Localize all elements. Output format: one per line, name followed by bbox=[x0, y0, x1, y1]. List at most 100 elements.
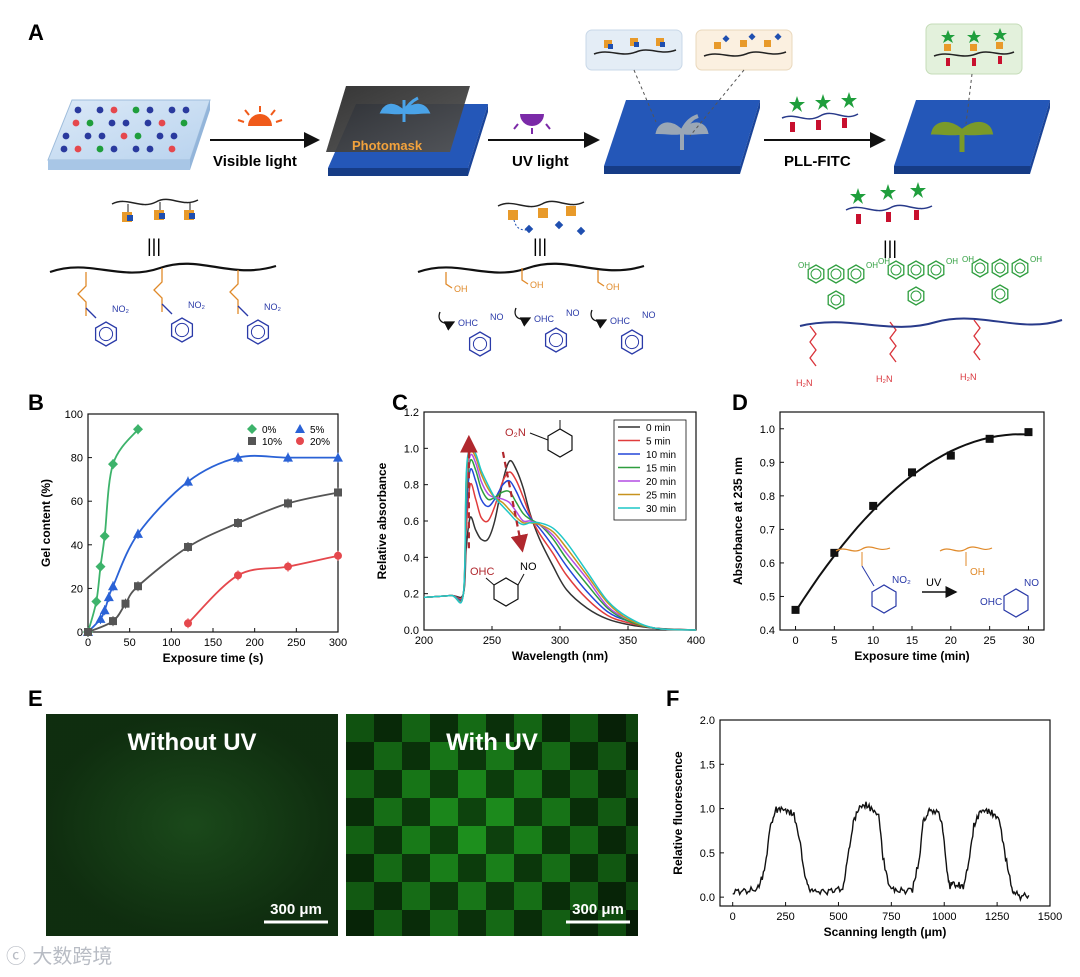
label-no2: NO₂ bbox=[264, 302, 282, 312]
monomer-dot bbox=[168, 145, 176, 153]
polymer-schematic-1 bbox=[111, 198, 199, 222]
label-h2n: H₂N bbox=[796, 378, 813, 388]
nitrobenzene-ring bbox=[250, 324, 266, 340]
checker-square bbox=[430, 854, 458, 882]
data-point-10% bbox=[284, 499, 292, 508]
inset-leader-3 bbox=[965, 73, 973, 125]
x-tick-label: 1500 bbox=[1038, 911, 1062, 923]
checker-square bbox=[458, 826, 486, 854]
xanthene-ring bbox=[991, 258, 1009, 278]
data-point-5% bbox=[333, 452, 343, 462]
label-fitc-oh: OH bbox=[866, 261, 878, 270]
ester-linker bbox=[229, 270, 239, 314]
monomer-dot bbox=[182, 106, 190, 114]
checker-square bbox=[430, 742, 458, 770]
nitrosobenzene-ring bbox=[548, 332, 564, 348]
checker-square bbox=[542, 742, 570, 770]
checker-square bbox=[374, 770, 402, 798]
x-tick-label: 300 bbox=[551, 635, 569, 647]
xanthene-ring-ring bbox=[830, 268, 842, 280]
x-tick-label: 1250 bbox=[985, 911, 1009, 923]
y-tick-label: 0.9 bbox=[760, 457, 775, 469]
x-tick-label: 400 bbox=[687, 635, 705, 647]
xanthene-ring-ring bbox=[890, 264, 902, 276]
monomer-dot bbox=[60, 145, 68, 153]
acid-linker bbox=[521, 268, 529, 285]
xanthene-ring bbox=[907, 260, 925, 280]
checker-square bbox=[346, 714, 374, 742]
x-axis-label: Exposure time (min) bbox=[854, 649, 969, 663]
legend-marker bbox=[295, 424, 305, 433]
data-point-5% bbox=[233, 452, 243, 462]
checker-square bbox=[570, 826, 598, 854]
step3-label: PLL-FITC bbox=[784, 153, 851, 170]
data-point bbox=[985, 434, 994, 443]
monomer-dot bbox=[158, 119, 166, 127]
checker-square bbox=[458, 742, 486, 770]
checker-square bbox=[626, 798, 638, 826]
data-point-5% bbox=[99, 605, 110, 615]
data-point-5% bbox=[183, 476, 193, 486]
x-tick-label: 15 bbox=[906, 635, 918, 647]
panel-label-d: D bbox=[732, 390, 748, 415]
data-point-0% bbox=[99, 531, 110, 542]
data-point-0% bbox=[133, 424, 143, 435]
monomer-dot bbox=[74, 106, 82, 114]
y-tick-label: 0.4 bbox=[760, 625, 775, 637]
checker-square bbox=[458, 798, 486, 826]
inset-after bbox=[695, 29, 793, 71]
panel-label-e: E bbox=[28, 686, 43, 711]
checker-square bbox=[598, 854, 626, 882]
ester-linker bbox=[77, 272, 87, 316]
legend-marker bbox=[296, 437, 304, 445]
y-tick-label: 0.6 bbox=[404, 516, 419, 528]
checker-square bbox=[430, 882, 458, 910]
y-tick-label: 0.0 bbox=[700, 892, 715, 904]
image-with-uv bbox=[346, 714, 638, 936]
xanthene-ring bbox=[971, 258, 989, 278]
legend-label: 10 min bbox=[646, 450, 676, 461]
label-fitc-oh: OH bbox=[946, 257, 958, 266]
backbone-2 bbox=[417, 262, 645, 274]
label-fitc-oh: OH bbox=[1030, 255, 1042, 264]
legend-label: 20 min bbox=[646, 477, 676, 488]
nitrobenzene bbox=[94, 321, 118, 347]
checker-square bbox=[430, 910, 458, 936]
e-left-label: Without UV bbox=[127, 729, 256, 756]
y-tick-label: 0.4 bbox=[404, 552, 419, 564]
y-tick-label: 60 bbox=[71, 496, 83, 508]
legend-label: 25 min bbox=[646, 491, 676, 502]
checker-square bbox=[514, 882, 542, 910]
checker-square bbox=[346, 742, 374, 770]
label-ho: OH bbox=[798, 261, 810, 270]
data-point-0% bbox=[108, 459, 118, 470]
checker-square bbox=[402, 826, 430, 854]
legend-label: 0 min bbox=[646, 423, 670, 434]
checker-square bbox=[570, 742, 598, 770]
pll-fitc-molecule-top bbox=[781, 92, 859, 132]
label-ohc: OHC bbox=[610, 316, 631, 326]
checker-square bbox=[514, 826, 542, 854]
c-nitro-benzene bbox=[529, 420, 573, 458]
checker-square bbox=[430, 798, 458, 826]
xanthene-ring bbox=[847, 264, 865, 284]
checker-square bbox=[430, 826, 458, 854]
checker-square bbox=[514, 742, 542, 770]
fitc-pll-structure bbox=[807, 258, 1029, 367]
data-point-10% bbox=[134, 582, 142, 591]
checker-square bbox=[402, 798, 430, 826]
ch2-bond bbox=[85, 307, 97, 319]
x-axis-label: Exposure time (s) bbox=[163, 651, 264, 665]
phthalide-ring bbox=[907, 286, 925, 306]
lysine-chain bbox=[809, 325, 817, 367]
checker-square bbox=[374, 882, 402, 910]
xanthene-ring-ring bbox=[974, 262, 986, 274]
y-tick-label: 0.5 bbox=[760, 591, 775, 603]
checker-square bbox=[486, 882, 514, 910]
legend-label: 5 min bbox=[646, 437, 670, 448]
x-axis-label: Wavelength (nm) bbox=[512, 649, 608, 663]
checker-square bbox=[542, 854, 570, 882]
e-scale-right-label: 300 μm bbox=[572, 901, 624, 918]
monomer-dot bbox=[132, 106, 140, 114]
